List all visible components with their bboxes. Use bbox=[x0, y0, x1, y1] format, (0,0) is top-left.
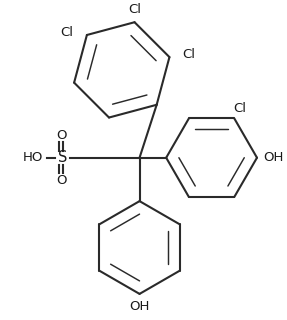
Text: S: S bbox=[58, 150, 67, 165]
Text: Cl: Cl bbox=[61, 26, 74, 38]
Text: Cl: Cl bbox=[183, 48, 196, 61]
Text: Cl: Cl bbox=[128, 3, 141, 16]
Text: OH: OH bbox=[263, 151, 284, 164]
Text: O: O bbox=[56, 129, 67, 141]
Text: Cl: Cl bbox=[234, 102, 247, 115]
Text: O: O bbox=[56, 174, 67, 187]
Text: OH: OH bbox=[129, 300, 150, 313]
Text: HO: HO bbox=[23, 151, 43, 164]
